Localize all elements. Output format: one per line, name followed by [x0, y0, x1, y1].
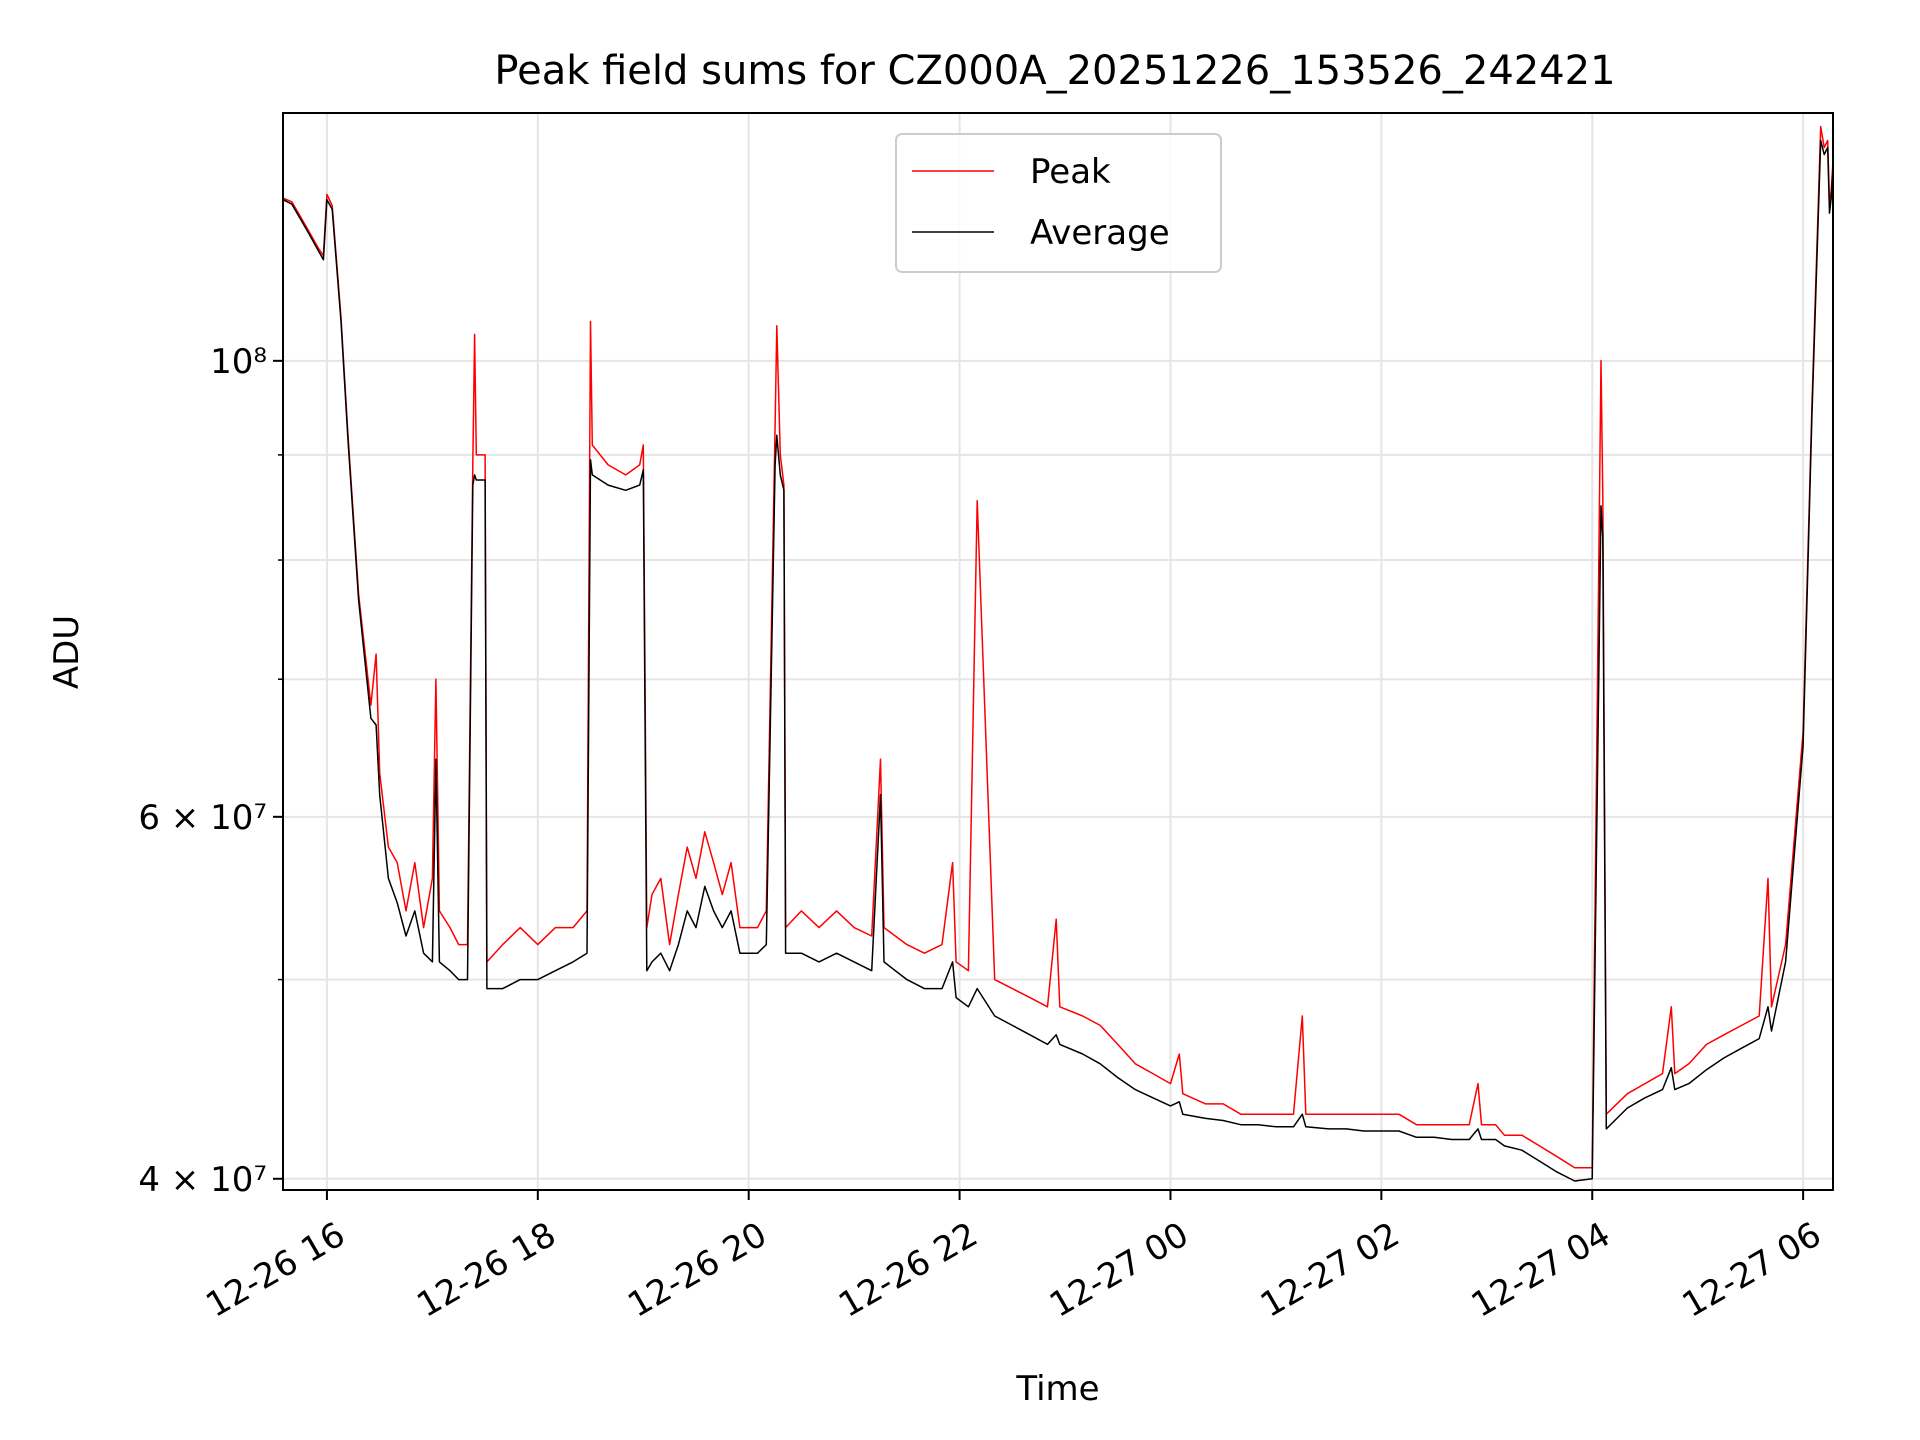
legend-label-peak: Peak [1030, 152, 1111, 192]
x-axis-label: Time [1015, 1369, 1099, 1409]
y-tick-label: 10⁸ [210, 342, 267, 382]
y-tick-label: 6 × 10⁷ [138, 798, 267, 838]
grid [283, 113, 1833, 1190]
y-axis: 4 × 10⁷ 6 × 10⁷ 10⁸ [138, 342, 283, 1200]
chart-title: Peak field sums for CZ000A_20251226_1535… [494, 48, 1615, 94]
series-layer [283, 125, 1833, 1182]
legend-box [895, 133, 1222, 273]
axes-frame [282, 112, 1834, 1191]
y-tick-label: 4 × 10⁷ [138, 1160, 267, 1200]
y-axis-label: ADU [47, 615, 87, 689]
series-line-peak [283, 125, 1833, 1169]
series-line-average [283, 139, 1833, 1182]
plot-area [283, 125, 1833, 1182]
legend: Peak Average [895, 133, 1222, 273]
legend-label-average: Average [1030, 213, 1170, 253]
